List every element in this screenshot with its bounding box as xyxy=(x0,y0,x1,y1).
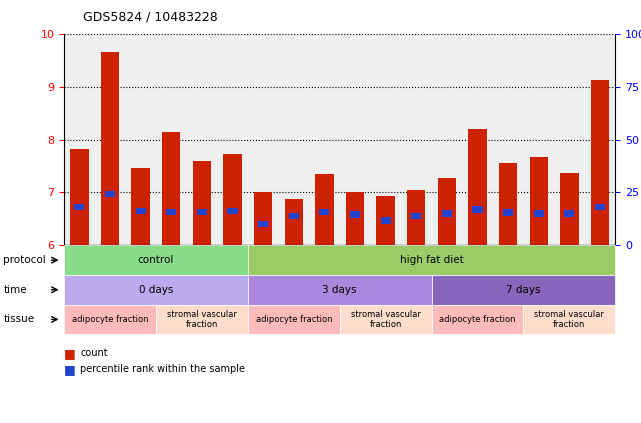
Bar xyxy=(564,211,574,217)
Bar xyxy=(591,80,609,245)
Text: ■: ■ xyxy=(64,363,76,376)
Bar xyxy=(197,209,207,215)
Text: adipocyte fraction: adipocyte fraction xyxy=(72,315,148,324)
Bar xyxy=(223,154,242,245)
Bar xyxy=(166,209,176,215)
Bar xyxy=(285,199,303,245)
Bar xyxy=(254,192,272,245)
Text: high fat diet: high fat diet xyxy=(400,255,463,265)
Text: adipocyte fraction: adipocyte fraction xyxy=(439,315,516,324)
Bar xyxy=(472,206,483,212)
Bar xyxy=(319,209,329,215)
Text: count: count xyxy=(80,348,108,358)
Text: stromal vascular
fraction: stromal vascular fraction xyxy=(535,310,604,329)
Text: ■: ■ xyxy=(64,347,76,360)
Bar xyxy=(258,221,268,228)
Text: percentile rank within the sample: percentile rank within the sample xyxy=(80,364,245,374)
Text: control: control xyxy=(138,255,174,265)
Text: GDS5824 / 10483228: GDS5824 / 10483228 xyxy=(83,11,218,24)
Bar xyxy=(350,212,360,218)
Bar xyxy=(288,213,299,220)
Text: tissue: tissue xyxy=(3,314,35,324)
Bar xyxy=(595,204,605,211)
Bar xyxy=(315,174,333,245)
Text: 0 days: 0 days xyxy=(139,285,173,295)
Text: adipocyte fraction: adipocyte fraction xyxy=(256,315,332,324)
Bar xyxy=(74,204,85,211)
Bar xyxy=(407,190,426,245)
Bar xyxy=(162,132,181,245)
Bar xyxy=(376,196,395,245)
Bar xyxy=(499,163,517,245)
Bar xyxy=(136,208,146,214)
Bar xyxy=(101,52,119,245)
Bar xyxy=(438,178,456,245)
Bar xyxy=(71,148,88,245)
Bar xyxy=(412,213,421,220)
Bar xyxy=(193,161,211,245)
Bar xyxy=(503,209,513,216)
Bar xyxy=(560,173,579,245)
Bar xyxy=(131,168,150,245)
Bar xyxy=(381,217,391,224)
Text: 3 days: 3 days xyxy=(322,285,357,295)
Bar xyxy=(469,129,487,245)
Bar xyxy=(228,208,238,214)
Text: 7 days: 7 days xyxy=(506,285,541,295)
Text: protocol: protocol xyxy=(3,255,46,265)
Bar xyxy=(534,211,544,217)
Text: time: time xyxy=(3,285,27,295)
Bar xyxy=(442,211,452,217)
Text: stromal vascular
fraction: stromal vascular fraction xyxy=(167,310,237,329)
Bar xyxy=(529,157,548,245)
Bar xyxy=(105,191,115,197)
Text: stromal vascular
fraction: stromal vascular fraction xyxy=(351,310,420,329)
Bar xyxy=(346,192,364,245)
